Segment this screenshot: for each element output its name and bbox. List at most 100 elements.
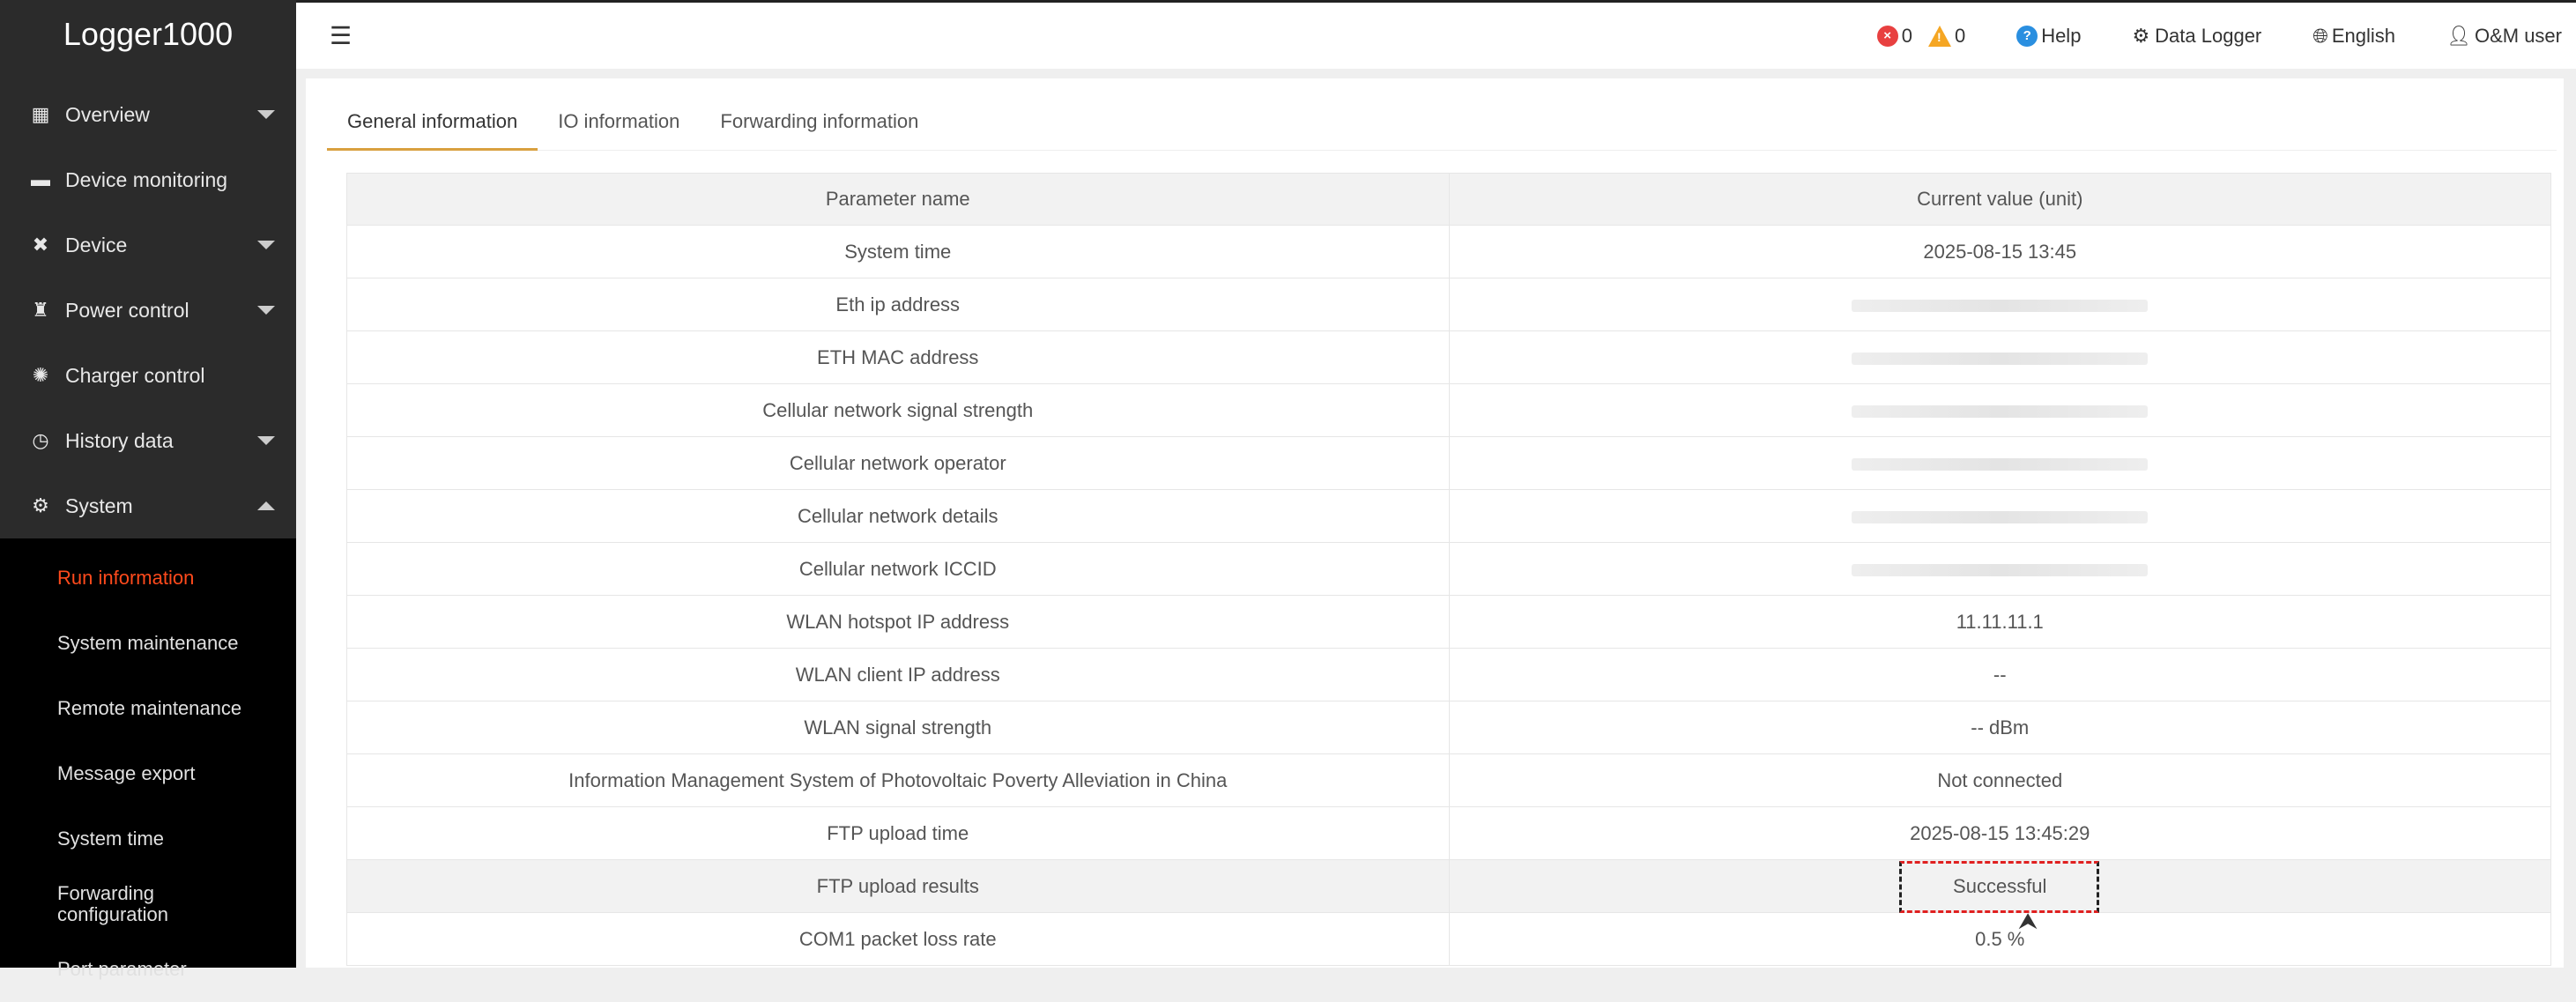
gear-icon: ⚙ bbox=[32, 494, 49, 516]
table-row: WLAN client IP address -- bbox=[346, 648, 2551, 701]
table-row: Cellular network signal strength bbox=[346, 383, 2551, 437]
tools-icon: ✖ bbox=[32, 234, 49, 256]
sidebar-subitem[interactable]: System time bbox=[57, 828, 165, 850]
warning-icon: ! bbox=[1927, 25, 1951, 47]
sidebar-item-system[interactable]: ⚙ System bbox=[0, 473, 296, 538]
parameter-value bbox=[1448, 542, 2551, 596]
tab-general-information[interactable]: General information bbox=[327, 101, 538, 151]
redacted-value bbox=[1852, 563, 2149, 576]
sidebar-item-device-monitoring[interactable]: ▬ Device monitoring bbox=[0, 147, 296, 212]
clock-icon: ◷ bbox=[32, 429, 49, 451]
warning-count[interactable]: ! 0 bbox=[1927, 25, 1965, 48]
tower-icon: ♜ bbox=[32, 299, 49, 321]
parameter-name: System time bbox=[346, 225, 1450, 278]
parameter-name: WLAN hotspot IP address bbox=[346, 595, 1450, 649]
parameter-value: -- dBm bbox=[1448, 701, 2551, 754]
sidebar-item-label: History data bbox=[65, 428, 174, 452]
sidebar-item-overview[interactable]: ▦ Overview bbox=[0, 82, 296, 147]
chevron-down-icon bbox=[257, 306, 275, 315]
sidebar-subitem[interactable]: Run information bbox=[57, 567, 195, 589]
sidebar: Logger1000 ▦ Overview ▬ Device monitoring ✖ D… bbox=[0, 0, 296, 980]
top-header: ☰ × 0 ! 0 ? Help ⚙ Data Logger 🌐︎ English 👤︎ O… bbox=[296, 0, 2576, 69]
sidebar-item-label: Device monitoring bbox=[65, 167, 228, 191]
sidebar-subitem[interactable]: Message export bbox=[57, 762, 196, 784]
sidebar-subitem[interactable]: Forwarding configuration bbox=[57, 882, 168, 925]
tab-io-information[interactable]: IO information bbox=[558, 110, 680, 132]
help-link[interactable]: ? Help bbox=[2016, 25, 2081, 48]
column-header: Current value (unit) bbox=[1448, 173, 2551, 226]
parameter-value bbox=[1448, 489, 2551, 543]
monitor-icon: ▬ bbox=[31, 168, 50, 190]
table-row: FTP upload results Successful bbox=[346, 859, 2551, 913]
table-row: Cellular network operator bbox=[346, 436, 2551, 490]
grid-icon: ▦ bbox=[31, 103, 50, 125]
redacted-value bbox=[1852, 299, 2149, 312]
parameter-value: 2025-08-15 13:45:29 bbox=[1448, 806, 2551, 860]
parameter-value: Successful bbox=[1448, 859, 2551, 913]
parameter-name: WLAN client IP address bbox=[346, 648, 1450, 701]
parameter-name: FTP upload results bbox=[346, 859, 1450, 913]
table-row: System time 2025-08-15 13:45 bbox=[346, 225, 2551, 278]
sidebar-item-label: Charger control bbox=[65, 363, 205, 387]
mouse-cursor-icon: ⮝ bbox=[2018, 908, 2038, 934]
parameter-value bbox=[1448, 278, 2551, 331]
parameter-value: 11.11.11.1 bbox=[1448, 595, 2551, 649]
parameter-name: Cellular network operator bbox=[346, 436, 1450, 490]
column-header: Parameter name bbox=[346, 173, 1450, 226]
table-row: Cellular network details bbox=[346, 489, 2551, 543]
sidebar-item-label: Power control bbox=[65, 298, 189, 322]
user-menu[interactable]: 👤︎ O&M user bbox=[2446, 24, 2562, 47]
table-row: COM1 packet loss rate 0.5 % bbox=[346, 912, 2551, 966]
parameter-name: WLAN signal strength bbox=[346, 701, 1450, 754]
chevron-down-icon bbox=[257, 436, 275, 445]
device-link[interactable]: ⚙ Data Logger bbox=[2132, 24, 2262, 47]
table-row: FTP upload time 2025-08-15 13:45:29 bbox=[346, 806, 2551, 860]
parameter-name: Information Management System of Photovo… bbox=[346, 753, 1450, 807]
sidebar-item-label: Device bbox=[65, 233, 128, 256]
table-row: ETH MAC address bbox=[346, 330, 2551, 384]
app-logo: Logger1000 bbox=[0, 0, 296, 69]
user-icon: 👤︎ bbox=[2446, 24, 2471, 47]
table-row: WLAN hotspot IP address 11.11.11.1 bbox=[346, 595, 2551, 649]
parameter-name: Eth ip address bbox=[346, 278, 1450, 331]
content-card: General information IO information Forwa… bbox=[306, 78, 2564, 968]
sidebar-item-power-control[interactable]: ♜ Power control bbox=[0, 278, 296, 343]
parameter-value bbox=[1448, 330, 2551, 384]
table-row: Information Management System of Photovo… bbox=[346, 753, 2551, 807]
redacted-value bbox=[1852, 405, 2149, 418]
value-text: 0.5 % bbox=[1975, 927, 2025, 950]
parameter-name: Cellular network ICCID bbox=[346, 542, 1450, 596]
table-row: Eth ip address bbox=[346, 278, 2551, 331]
sidebar-item-history-data[interactable]: ◷ History data bbox=[0, 408, 296, 473]
chevron-down-icon bbox=[257, 110, 275, 119]
sidebar-item-device[interactable]: ✖ Device bbox=[0, 212, 296, 278]
menu-toggle-icon[interactable]: ☰ bbox=[330, 22, 353, 49]
run-info-table: Parameter name Current value (unit) Syst… bbox=[346, 173, 2551, 966]
parameter-value: Not connected bbox=[1448, 753, 2551, 807]
sidebar-subitem[interactable]: Port parameter bbox=[57, 958, 187, 980]
sidebar-item-label: Overview bbox=[65, 102, 150, 126]
chevron-up-icon bbox=[257, 501, 275, 510]
tab-forwarding-information[interactable]: Forwarding information bbox=[720, 110, 919, 132]
sidebar-subitem[interactable]: Remote maintenance bbox=[57, 697, 242, 719]
sidebar-item-charger-control[interactable]: ✺ Charger control bbox=[0, 343, 296, 408]
redacted-value bbox=[1852, 510, 2149, 523]
sidebar-subitem[interactable]: System maintenance bbox=[57, 632, 239, 654]
parameter-value: -- bbox=[1448, 648, 2551, 701]
gear-icon: ⚙ bbox=[2132, 24, 2150, 47]
value-text: -- dBm bbox=[1971, 716, 2030, 739]
tab-bar: General information IO information Forwa… bbox=[327, 101, 2557, 151]
value-text: 11.11.11.1 bbox=[1956, 610, 2044, 633]
error-count[interactable]: × 0 bbox=[1876, 25, 1912, 48]
parameter-name: Cellular network details bbox=[346, 489, 1450, 543]
globe-icon: 🌐︎ bbox=[2312, 24, 2328, 47]
charger-icon: ✺ bbox=[32, 364, 49, 386]
language-select[interactable]: 🌐︎ English bbox=[2312, 24, 2396, 47]
parameter-name: ETH MAC address bbox=[346, 330, 1450, 384]
error-icon: × bbox=[1876, 25, 1898, 47]
parameter-value bbox=[1448, 436, 2551, 490]
value-text: Successful bbox=[1953, 874, 2047, 897]
table-row: Cellular network ICCID bbox=[346, 542, 2551, 596]
value-text: Not connected bbox=[1937, 768, 2063, 791]
redacted-value bbox=[1852, 457, 2149, 471]
